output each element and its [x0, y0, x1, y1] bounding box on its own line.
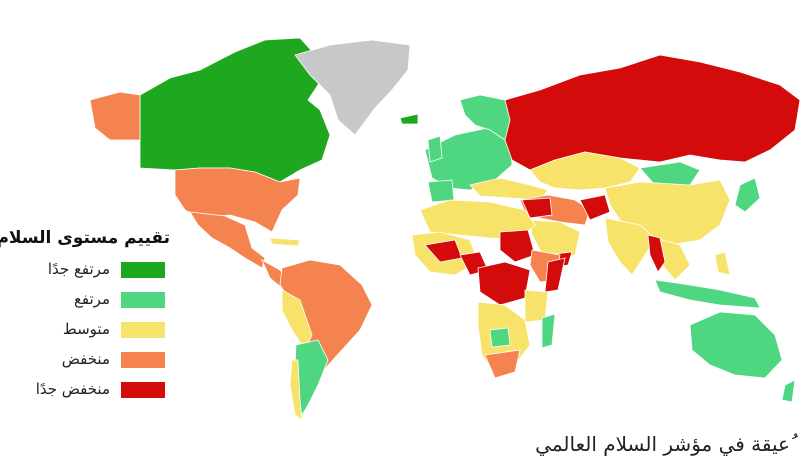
legend-swatch-very-high: [121, 262, 165, 278]
legend-label-very-low: منخفض جدًا: [35, 380, 110, 398]
madagascar: [541, 313, 556, 349]
somalia: [544, 257, 566, 293]
legend-item-medium: متوسط: [0, 320, 170, 340]
cuba: [269, 237, 301, 247]
legend-label-high: مرتفع: [73, 290, 110, 308]
indonesia: [654, 279, 761, 309]
legend-swatch-medium: [121, 322, 165, 338]
philippines: [714, 251, 731, 276]
sudan: [499, 229, 536, 263]
legend-label-low: منخفض: [61, 350, 110, 368]
legend-item-very-low: منخفض جدًا: [0, 380, 170, 400]
mexico: [189, 211, 266, 269]
alaska: [89, 91, 141, 141]
bottom-caption: ُعيقة في مؤشر السلام العالمي: [535, 432, 790, 456]
japan: [734, 177, 761, 213]
russia: [504, 54, 800, 171]
iberia: [427, 179, 455, 203]
legend-item-high: مرتفع: [0, 290, 170, 310]
argentina: [289, 359, 303, 421]
legend-swatch-very-low: [121, 382, 165, 398]
new-zealand: [781, 379, 796, 403]
legend-swatch-low: [121, 352, 165, 368]
balkans-turkey: [469, 177, 549, 201]
south-africa: [484, 349, 521, 379]
afghanistan: [579, 194, 611, 221]
legend-swatch-high: [121, 292, 165, 308]
legend-title: تقييم مستوى السلام: [0, 228, 170, 248]
mongolia: [639, 161, 701, 186]
legend-item-low: منخفض: [0, 350, 170, 370]
myanmar: [647, 234, 666, 273]
iceland: [399, 113, 419, 125]
syria-iraq: [521, 197, 553, 219]
uk: [427, 135, 443, 163]
legend-label-medium: متوسط: [62, 320, 110, 338]
legend-label-very-high: مرتفع جدًا: [47, 260, 110, 278]
central-africa: [477, 261, 531, 306]
legend-item-very-high: مرتفع جدًا: [0, 260, 170, 280]
india: [604, 217, 656, 276]
central-asia: [529, 151, 641, 191]
botswana: [489, 327, 511, 348]
greenland: [294, 39, 411, 136]
australia: [689, 311, 783, 379]
